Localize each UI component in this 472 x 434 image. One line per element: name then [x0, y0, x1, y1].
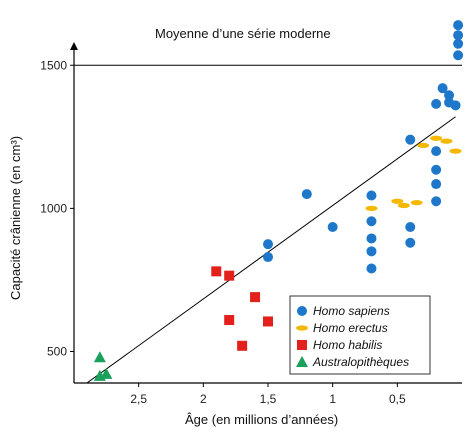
x-tick-label: 0,5: [389, 392, 406, 406]
homo-sapiens-point: [431, 164, 442, 175]
homo-erectus-point: [365, 205, 378, 211]
homo-sapiens-point: [366, 263, 377, 274]
homo-sapiens-point: [366, 216, 377, 227]
homo-sapiens-point: [437, 83, 448, 94]
homo-erectus-point: [417, 142, 430, 149]
y-axis-title: Capacité crânienne (en cm³): [8, 136, 23, 300]
homo-sapiens-point: [405, 221, 416, 232]
x-tick-label: 1: [329, 392, 336, 406]
homo-habilis-point: [224, 315, 235, 326]
homo-sapiens-point: [450, 100, 461, 111]
legend-label-homo-habilis: Homo habilis: [313, 338, 382, 352]
legend-label-homo-sapiens: Homo sapiens: [313, 304, 390, 318]
homo-habilis-point: [224, 270, 235, 281]
homo-habilis-point: [263, 316, 273, 327]
homo-erectus-point: [430, 135, 443, 141]
legend-items: Homo sapiens Homo erectus Homo habilis Aust…: [296, 304, 409, 369]
homo-erectus-point: [391, 198, 404, 204]
homo-sapiens-point: [444, 90, 455, 101]
homo-sapiens-point: [453, 30, 464, 41]
homo-sapiens-point: [263, 239, 273, 250]
y-tick-label: 1000: [40, 201, 67, 215]
legend-label-homo-erectus: Homo erectus: [313, 321, 388, 335]
homo-erectus-point: [449, 148, 462, 154]
homo-sapiens-point: [301, 189, 312, 200]
legend-label-australopith-ques: Australopithèques: [312, 355, 409, 369]
x-tick-label: 1,5: [260, 392, 277, 406]
australopith-ques-point: [100, 367, 113, 379]
homo-habilis-point: [211, 266, 222, 277]
trend-line: [86, 116, 456, 384]
x-tick-label: 2: [200, 392, 207, 406]
y-tick-label: 1500: [40, 58, 67, 72]
ticks: 2,5 2 1,5 1 0,5 500 1000 1500: [40, 58, 406, 406]
legend-marker-australopith-ques: [296, 356, 308, 367]
data-points: [93, 20, 464, 381]
homo-erectus-point: [410, 200, 423, 206]
homo-sapiens-point: [453, 50, 464, 61]
lines: [74, 64, 462, 384]
homo-sapiens-point: [431, 179, 442, 190]
homo-erectus-point: [397, 202, 410, 209]
x-axis-title: Âge (en millions d’années): [185, 412, 338, 427]
y-axis-arrow: [70, 42, 78, 50]
homo-sapiens-point: [263, 252, 273, 263]
legend-marker-homo-erectus: [296, 325, 308, 331]
x-tick-label: 2,5: [130, 392, 147, 406]
legend-marker-homo-sapiens: [297, 306, 307, 316]
homo-habilis-point: [250, 292, 261, 303]
homo-habilis-point: [237, 340, 248, 351]
homo-sapiens-point: [405, 237, 416, 248]
homo-sapiens-point: [431, 146, 442, 157]
homo-erectus-point: [440, 138, 453, 144]
homo-sapiens-point: [366, 190, 377, 201]
homo-sapiens-point: [453, 38, 464, 49]
legend: Homo sapiens Homo erectus Homo habilis Aust…: [289, 295, 431, 375]
australopith-ques-point: [93, 351, 106, 363]
australopith-ques-point: [93, 369, 106, 381]
homo-sapiens-point: [366, 246, 377, 257]
legend-marker-homo-habilis: [297, 340, 307, 350]
homo-sapiens-point: [327, 221, 338, 232]
homo-sapiens-point: [431, 98, 442, 109]
reference-line-label: Moyenne d’une série moderne: [155, 26, 331, 41]
legend-box: [289, 295, 431, 375]
homo-sapiens-point: [431, 196, 442, 207]
homo-sapiens-point: [405, 134, 416, 145]
homo-sapiens-point: [453, 20, 464, 31]
homo-sapiens-point: [366, 233, 377, 244]
y-tick-label: 500: [47, 345, 67, 359]
